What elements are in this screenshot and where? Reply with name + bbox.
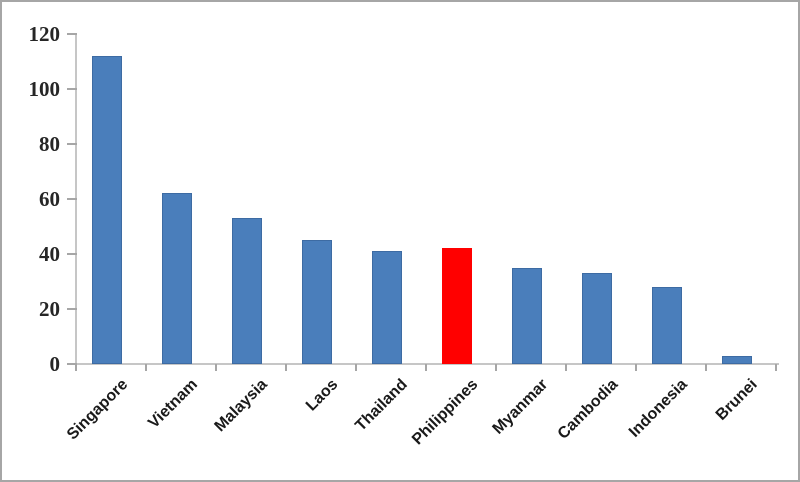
bar-indonesia xyxy=(652,287,682,364)
x-axis-tick xyxy=(145,364,147,371)
y-axis-label: 100 xyxy=(28,77,61,101)
x-axis-tick xyxy=(635,364,637,371)
x-axis-tick xyxy=(565,364,567,371)
bar-singapore xyxy=(92,56,122,364)
bar-vietnam xyxy=(162,193,192,364)
bar-brunei xyxy=(722,356,752,364)
y-axis-tick xyxy=(67,143,77,145)
y-axis-label: 120 xyxy=(28,22,61,46)
y-axis-label: 80 xyxy=(39,132,60,156)
x-axis-line xyxy=(75,363,779,365)
x-axis-label-myanmar: Myanmar xyxy=(489,376,552,438)
x-axis-tick xyxy=(75,364,77,371)
bar-malaysia xyxy=(232,218,262,364)
y-axis-label: 20 xyxy=(39,297,60,321)
x-axis-label-malaysia: Malaysia xyxy=(211,376,272,436)
x-axis-label-philippines: Philippines xyxy=(408,376,482,449)
y-axis-tick xyxy=(67,363,77,365)
y-axis-label: 60 xyxy=(39,187,60,211)
y-axis-tick xyxy=(67,308,77,310)
y-axis-label: 0 xyxy=(49,352,61,376)
x-axis-tick xyxy=(215,364,217,371)
y-axis-tick xyxy=(67,253,77,255)
x-axis-label-indonesia: Indonesia xyxy=(626,376,692,441)
x-axis-tick xyxy=(425,364,427,371)
x-axis-label-singapore: Singapore xyxy=(63,376,132,444)
x-axis-tick xyxy=(495,364,497,371)
bar-laos xyxy=(302,240,332,364)
x-axis-label-thailand: Thailand xyxy=(352,376,412,435)
x-axis-label-vietnam: Vietnam xyxy=(145,376,202,432)
y-axis-label: 40 xyxy=(39,242,60,266)
x-axis-tick xyxy=(285,364,287,371)
y-axis-tick xyxy=(67,198,77,200)
x-axis-label-laos: Laos xyxy=(302,376,342,415)
y-axis-tick xyxy=(67,88,77,90)
x-axis-tick xyxy=(355,364,357,371)
x-axis-label-cambodia: Cambodia xyxy=(554,376,622,443)
y-axis-tick xyxy=(67,33,77,35)
bar-cambodia xyxy=(582,273,612,364)
bar-thailand xyxy=(372,251,402,364)
x-axis-label-brunei: Brunei xyxy=(713,376,762,424)
x-axis-tick xyxy=(705,364,707,371)
bar-myanmar xyxy=(512,268,542,364)
bar-philippines xyxy=(442,248,472,364)
x-axis-tick xyxy=(775,364,777,371)
